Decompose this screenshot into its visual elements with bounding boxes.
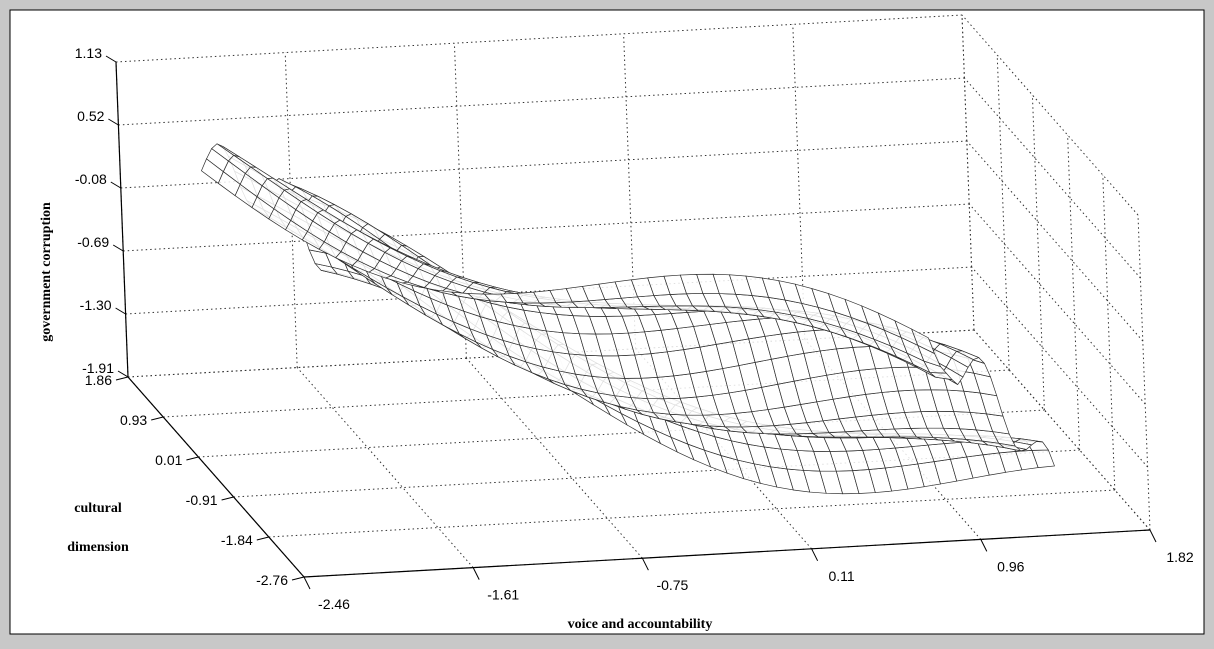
z-axis-line (115, 61, 129, 378)
y-tick-label: -1.84 (221, 532, 253, 548)
z-tick-label: -1.30 (80, 297, 112, 313)
z-tick-label: -1.91 (82, 360, 114, 376)
y-tick-mark (291, 576, 305, 581)
z-tick-mark (115, 307, 126, 315)
z-tick-mark (105, 55, 117, 63)
x-tick-label: -2.46 (318, 596, 350, 612)
z-axis-label: government corruption (39, 202, 54, 342)
y-tick-mark (221, 496, 234, 501)
z-tick-label: -0.08 (75, 171, 107, 187)
x-tick-label: 0.96 (997, 558, 1024, 574)
x-tick-mark (641, 557, 649, 571)
y-tick-label: -2.76 (256, 572, 288, 588)
x-tick-mark (980, 539, 988, 552)
z-tick-label: 0.52 (77, 108, 104, 124)
y-axis-label-line1: cultural (74, 501, 122, 516)
x-tick-label: -1.61 (487, 587, 519, 603)
y-axis-line (127, 376, 305, 578)
z-tick-mark (108, 118, 119, 126)
x-tick-mark (811, 548, 819, 562)
z-tick-label: -0.69 (77, 234, 109, 250)
x-tick-mark (303, 576, 311, 590)
y-tick-label: 1.86 (85, 372, 112, 388)
y-axis-label-line2: dimension (67, 540, 129, 555)
tick-labels: -2.46 -1.61 -0.75 0.11 0.96 1.82 1.86 0.93 0.01 -… (75, 45, 1194, 612)
y-tick-mark (151, 416, 164, 421)
surface-mesh (201, 143, 1055, 495)
x-tick-mark (1149, 529, 1157, 543)
x-axis-label: voice and accountability (568, 617, 713, 632)
x-tick-label: 0.11 (828, 568, 854, 584)
axes-box (115, 61, 1151, 578)
y-tick-label: 0.93 (120, 412, 147, 428)
x-tick-mark (472, 567, 480, 580)
z-tick-mark (110, 181, 122, 189)
x-tick-label: -0.75 (656, 577, 688, 593)
y-tick-mark (115, 376, 129, 381)
z-tick-label: 1.13 (75, 45, 102, 61)
y-tick-mark (186, 456, 199, 461)
y-tick-label: -0.91 (186, 492, 218, 508)
z-tick-mark (117, 370, 129, 378)
y-tick-label: 0.01 (155, 452, 182, 468)
tick-marks (105, 55, 1157, 590)
y-tick-mark (256, 536, 269, 541)
x-tick-label: 1.82 (1166, 549, 1193, 565)
x-axis-line (303, 529, 1151, 578)
z-tick-mark (112, 244, 124, 252)
